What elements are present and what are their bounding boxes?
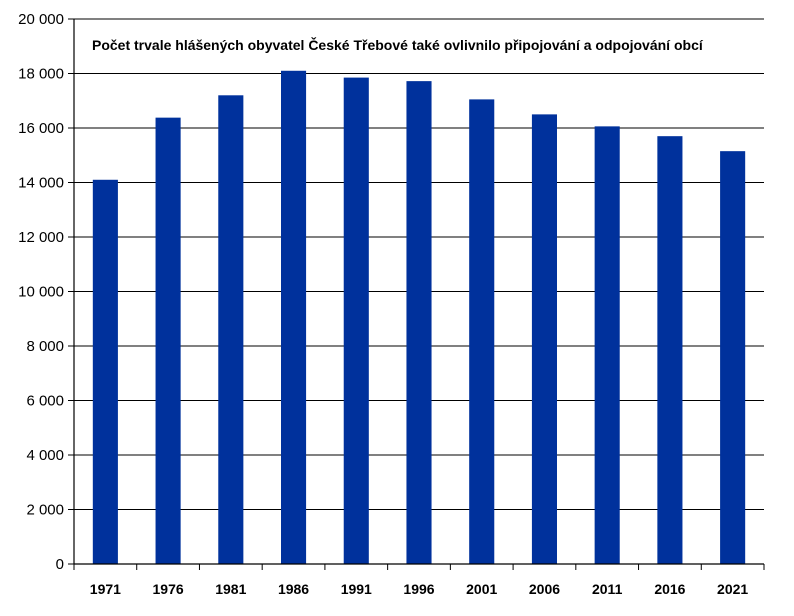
y-tick-label: 18 000 xyxy=(18,66,64,83)
bar-1986 xyxy=(281,70,307,565)
bars xyxy=(92,70,746,565)
x-tick-labels: 1971 1976 1981 1986 1991 1996 2001 2006 2011 2016… xyxy=(90,581,749,597)
bar-2011 xyxy=(594,126,620,565)
bar-2001 xyxy=(469,99,495,564)
axes xyxy=(68,18,765,570)
y-tick-label: 2 000 xyxy=(26,502,64,519)
y-tick-label: 4 000 xyxy=(26,447,64,464)
bar-1996 xyxy=(406,81,432,564)
x-tick-label: 2016 xyxy=(654,581,685,597)
x-tick-label: 1991 xyxy=(341,581,372,597)
y-tick-label: 6 000 xyxy=(26,393,64,410)
bar-2016 xyxy=(657,136,683,565)
y-tick-label: 0 xyxy=(56,556,64,573)
y-tick-label: 8 000 xyxy=(26,338,64,355)
y-tick-label: 10 000 xyxy=(18,284,64,301)
chart-title: Počet trvale hlášených obyvatel České Tř… xyxy=(92,36,704,53)
y-tick-label: 20 000 xyxy=(18,11,64,28)
x-tick-label: 2011 xyxy=(592,581,623,597)
bar-1981 xyxy=(218,95,244,565)
x-tick-label: 1976 xyxy=(153,581,184,597)
x-tick-label: 1996 xyxy=(403,581,434,597)
y-tick-label: 12 000 xyxy=(18,229,64,246)
y-tick-label: 16 000 xyxy=(18,120,64,137)
x-tick-label: 2001 xyxy=(466,581,497,597)
bar-2006 xyxy=(531,114,557,564)
x-tick-label: 2006 xyxy=(529,581,560,597)
bar-1976 xyxy=(155,117,181,565)
x-tick-label: 1971 xyxy=(90,581,121,597)
x-tick-label: 2021 xyxy=(717,581,748,597)
y-tick-labels: 0 2 000 4 000 6 000 8 000 10 000 12 000 14 000 1… xyxy=(18,11,64,573)
bar-2021 xyxy=(720,151,746,564)
bar-1971 xyxy=(92,179,118,564)
x-tick-label: 1986 xyxy=(278,581,309,597)
x-tick-label: 1981 xyxy=(215,581,246,597)
bar-1991 xyxy=(343,77,369,565)
y-tick-label: 14 000 xyxy=(18,175,64,192)
